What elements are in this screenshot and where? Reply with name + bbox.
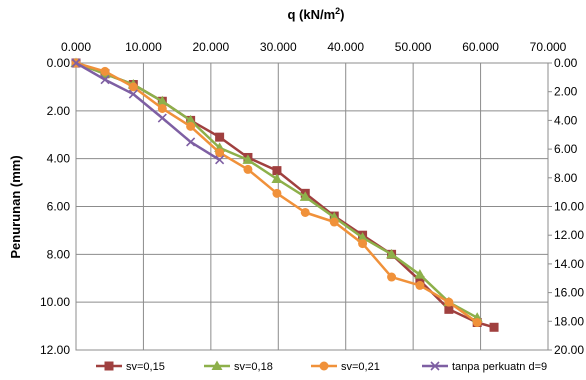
y-tick-label: 10.00 [40, 295, 70, 309]
x-tick-label: 20.000 [193, 40, 230, 54]
legend-item: sv=0,21 [311, 361, 380, 373]
data-point [444, 304, 454, 314]
legend-item: tanpa perkuatn d=9 [422, 361, 547, 373]
y-tick-label: 0.00 [47, 56, 71, 70]
data-point [100, 75, 110, 85]
legend-marker [430, 361, 440, 371]
legend-marker [211, 360, 223, 370]
y2-tick-label: 20.00 [554, 343, 584, 357]
y2-tick-label: 16.00 [554, 286, 584, 300]
y2-tick-label: 14.00 [554, 257, 584, 271]
data-point [242, 154, 254, 164]
legend-item: sv=0,18 [204, 360, 273, 373]
data-point [358, 239, 368, 249]
x-tick-label: 60.000 [462, 40, 499, 54]
x-tick-label: 10.000 [125, 40, 162, 54]
x-tick-label: 40.000 [327, 40, 364, 54]
data-point [157, 113, 167, 123]
legend-marker [319, 361, 329, 371]
data-point [185, 114, 197, 125]
data-point [415, 276, 425, 286]
data-point [300, 207, 310, 217]
series-3 [71, 58, 482, 327]
data-point [272, 188, 282, 198]
data-point [472, 317, 482, 327]
data-point [215, 132, 225, 142]
x-tick-label: 70.000 [530, 40, 567, 54]
y2-tick-label: 10.00 [554, 200, 584, 214]
data-point [128, 82, 138, 92]
data-point [415, 280, 425, 290]
data-point [386, 248, 398, 259]
data-point [271, 173, 283, 183]
data-point [157, 103, 167, 113]
data-point [414, 269, 426, 279]
series-line [75, 61, 495, 329]
y-tick-label: 4.00 [47, 152, 71, 166]
data-point [329, 217, 339, 227]
data-point [299, 191, 311, 201]
data-point [215, 148, 225, 158]
data-point [100, 66, 110, 76]
y2-tick-label: 18.00 [554, 314, 584, 328]
data-point [156, 95, 168, 106]
series-1 [71, 58, 499, 332]
legend-label: tanpa perkuatn d=9 [452, 361, 547, 373]
y-tick-label: 6.00 [47, 200, 71, 214]
data-point [387, 272, 397, 282]
y-tick-label: 12.00 [40, 343, 70, 357]
data-point [444, 297, 454, 307]
data-point [243, 164, 253, 174]
y-tick-label: 2.00 [47, 104, 71, 118]
y-axis-title: Penurunan (mm) [8, 155, 23, 258]
legend-label: sv=0,18 [234, 361, 273, 373]
plot-area [70, 57, 499, 332]
x-axis-title: q (kN/m2) [287, 6, 344, 22]
data-point [186, 137, 196, 147]
data-point [272, 166, 282, 176]
x-tick-label: 30.000 [260, 40, 297, 54]
legend-marker [104, 361, 114, 371]
y2-tick-label: 6.00 [554, 142, 578, 156]
legend: sv=0,15 sv=0,18 sv=0,21 tanpa perkuatn d=9 [96, 360, 547, 373]
series-4 [71, 58, 225, 165]
data-point [215, 155, 225, 165]
data-point [489, 322, 499, 332]
data-point [128, 89, 138, 99]
y2-tick-label: 12.00 [554, 228, 584, 242]
data-point [186, 121, 196, 131]
y-tick-label: 8.00 [47, 247, 71, 261]
legend-label: sv=0,15 [126, 361, 165, 373]
grid [75, 62, 549, 351]
legend-label: sv=0,21 [341, 361, 380, 373]
x-tick-label: 0.000 [61, 40, 91, 54]
data-point [357, 232, 369, 242]
x-tick-label: 50.000 [395, 40, 432, 54]
y2-tick-label: 2.00 [554, 85, 578, 99]
legend-item: sv=0,15 [96, 361, 165, 373]
data-point [71, 58, 81, 68]
axes: 0.000 10.000 20.000 30.000 40.000 50.000 60.00… [40, 40, 584, 357]
y2-tick-label: 4.00 [554, 113, 578, 127]
series-line [75, 61, 221, 161]
y2-tick-label: 8.00 [554, 171, 578, 185]
y2-tick-label: 0.00 [554, 56, 578, 70]
